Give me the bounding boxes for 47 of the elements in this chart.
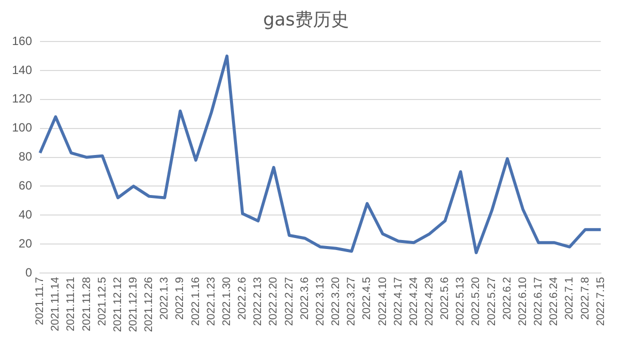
- x-tick-label: 2021.12.12: [112, 276, 124, 332]
- x-tick-label: 2022.2.13: [252, 276, 264, 326]
- x-tick-label: 2022.5.13: [454, 276, 467, 326]
- x-tick-label: 2021.12.19: [128, 276, 140, 332]
- x-tick-label: 2022.2.20: [268, 276, 280, 326]
- x-tick-label: 2021.12.5: [96, 276, 108, 326]
- y-tick-label: 80: [18, 150, 32, 164]
- x-tick-label: 2022.4.17: [392, 276, 404, 326]
- y-tick-label: 160: [12, 34, 32, 48]
- y-tick-label: 140: [12, 62, 32, 77]
- y-tick-label: 0: [25, 265, 32, 280]
- x-tick-label: 2021.11.28: [80, 276, 93, 332]
- x-tick-label: 2022.4.29: [423, 276, 436, 326]
- x-tick-label: 2022.3.13: [314, 276, 326, 326]
- x-tick-label: 2021.11.7: [34, 276, 46, 326]
- y-tick-label: 40: [18, 207, 32, 222]
- x-tick-label: 2022.1.16: [190, 276, 202, 326]
- x-tick-label: 2022.3.20: [330, 276, 342, 326]
- x-tick-label: 2022.5.27: [486, 276, 498, 326]
- x-tick-label: 2022.2.6: [236, 276, 249, 320]
- x-tick-label: 2022.6.10: [516, 276, 529, 326]
- x-tick-label: 2021.11.21: [65, 276, 78, 332]
- x-tick-label: 2022.5.6: [439, 276, 452, 320]
- x-tick-label: 2022.5.20: [470, 276, 482, 326]
- y-tick-label: 60: [18, 178, 32, 193]
- x-tick-label: 2021.12.26: [143, 276, 156, 332]
- y-tick-label: 120: [12, 92, 32, 106]
- x-tick-label: 2022.7.15: [594, 276, 607, 326]
- x-tick-label: 2022.7.8: [579, 276, 592, 320]
- x-tick-label: 2022.6.17: [532, 276, 545, 326]
- x-tick-label: 2022.4.24: [408, 276, 420, 326]
- x-tick-label: 2022.1.23: [205, 276, 218, 326]
- x-tick-label: 2022.1.9: [174, 276, 186, 320]
- x-tick-label: 2022.6.24: [548, 276, 560, 326]
- x-tick-label: 2022.4.5: [361, 276, 374, 320]
- x-tick-label: 2022.1.30: [220, 276, 233, 326]
- chart-title: gas费历史: [263, 9, 349, 30]
- x-tick-label: 2022.3.27: [346, 276, 358, 326]
- x-tick-label: 2021.11.14: [50, 276, 62, 332]
- x-tick-label: 2022.1.3: [158, 276, 171, 320]
- x-tick-label: 2022.4.10: [376, 276, 389, 326]
- x-tick-label: 2022.2.27: [283, 276, 296, 326]
- x-tick-label: 2022.7.1: [564, 276, 576, 320]
- y-tick-label: 100: [12, 120, 32, 135]
- x-tick-label: 2022.6.2: [501, 276, 514, 320]
- y-tick-label: 20: [18, 236, 32, 250]
- x-tick-label: 2022.3.6: [298, 276, 311, 320]
